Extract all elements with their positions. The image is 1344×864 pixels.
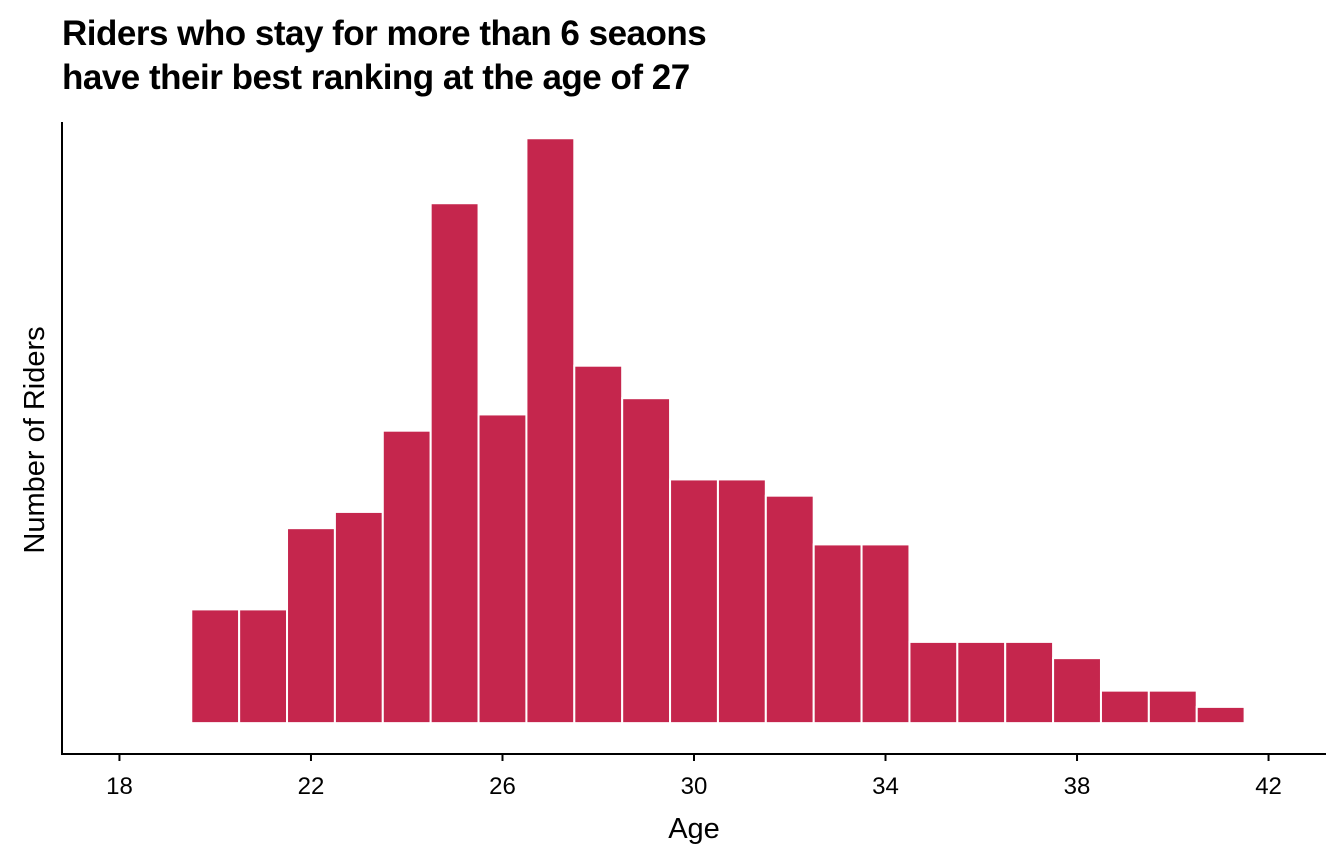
bar-age-29 (621, 397, 672, 725)
bar-age-24 (381, 429, 432, 725)
bar-age-31 (716, 478, 767, 725)
x-ticks-group: 18 22 26 30 34 38 42 (106, 754, 1282, 800)
bar-age-23 (333, 510, 384, 725)
bar-age-22 (286, 527, 336, 725)
x-tick-label: 22 (298, 773, 325, 800)
chart-title-line-2: have their best ranking at the age of 27 (62, 58, 690, 97)
x-axis-title: Age (668, 813, 720, 845)
x-tick-label: 18 (106, 773, 133, 800)
x-tick-label: 26 (489, 773, 516, 800)
bar-age-32 (764, 494, 815, 725)
bar-age-41 (1195, 705, 1246, 725)
bar-age-28 (573, 364, 624, 725)
bars-group (190, 137, 1246, 725)
bar-age-27 (525, 137, 576, 725)
bar-age-38 (1052, 657, 1102, 725)
x-tick-label: 34 (872, 773, 899, 800)
y-axis-title: Number of Riders (19, 326, 51, 553)
chart-title: Riders who stay for more than 6 seaons h… (62, 12, 707, 100)
bar-age-40 (1147, 689, 1198, 725)
chart-title-line-1: Riders who stay for more than 6 seaons (62, 14, 707, 53)
bar-age-37 (1004, 640, 1055, 725)
bar-age-35 (908, 640, 959, 725)
x-tick-label: 30 (681, 773, 708, 800)
bar-age-36 (956, 640, 1007, 725)
bar-age-33 (812, 543, 863, 725)
bar-age-20 (190, 608, 241, 725)
bar-age-26 (477, 413, 528, 725)
bar-age-30 (669, 478, 719, 725)
bar-age-25 (429, 202, 480, 725)
bar-age-34 (860, 543, 911, 725)
x-tick-label: 38 (1064, 773, 1091, 800)
bar-age-39 (1099, 689, 1150, 725)
x-tick-label: 42 (1255, 773, 1282, 800)
bar-age-21 (238, 608, 289, 725)
